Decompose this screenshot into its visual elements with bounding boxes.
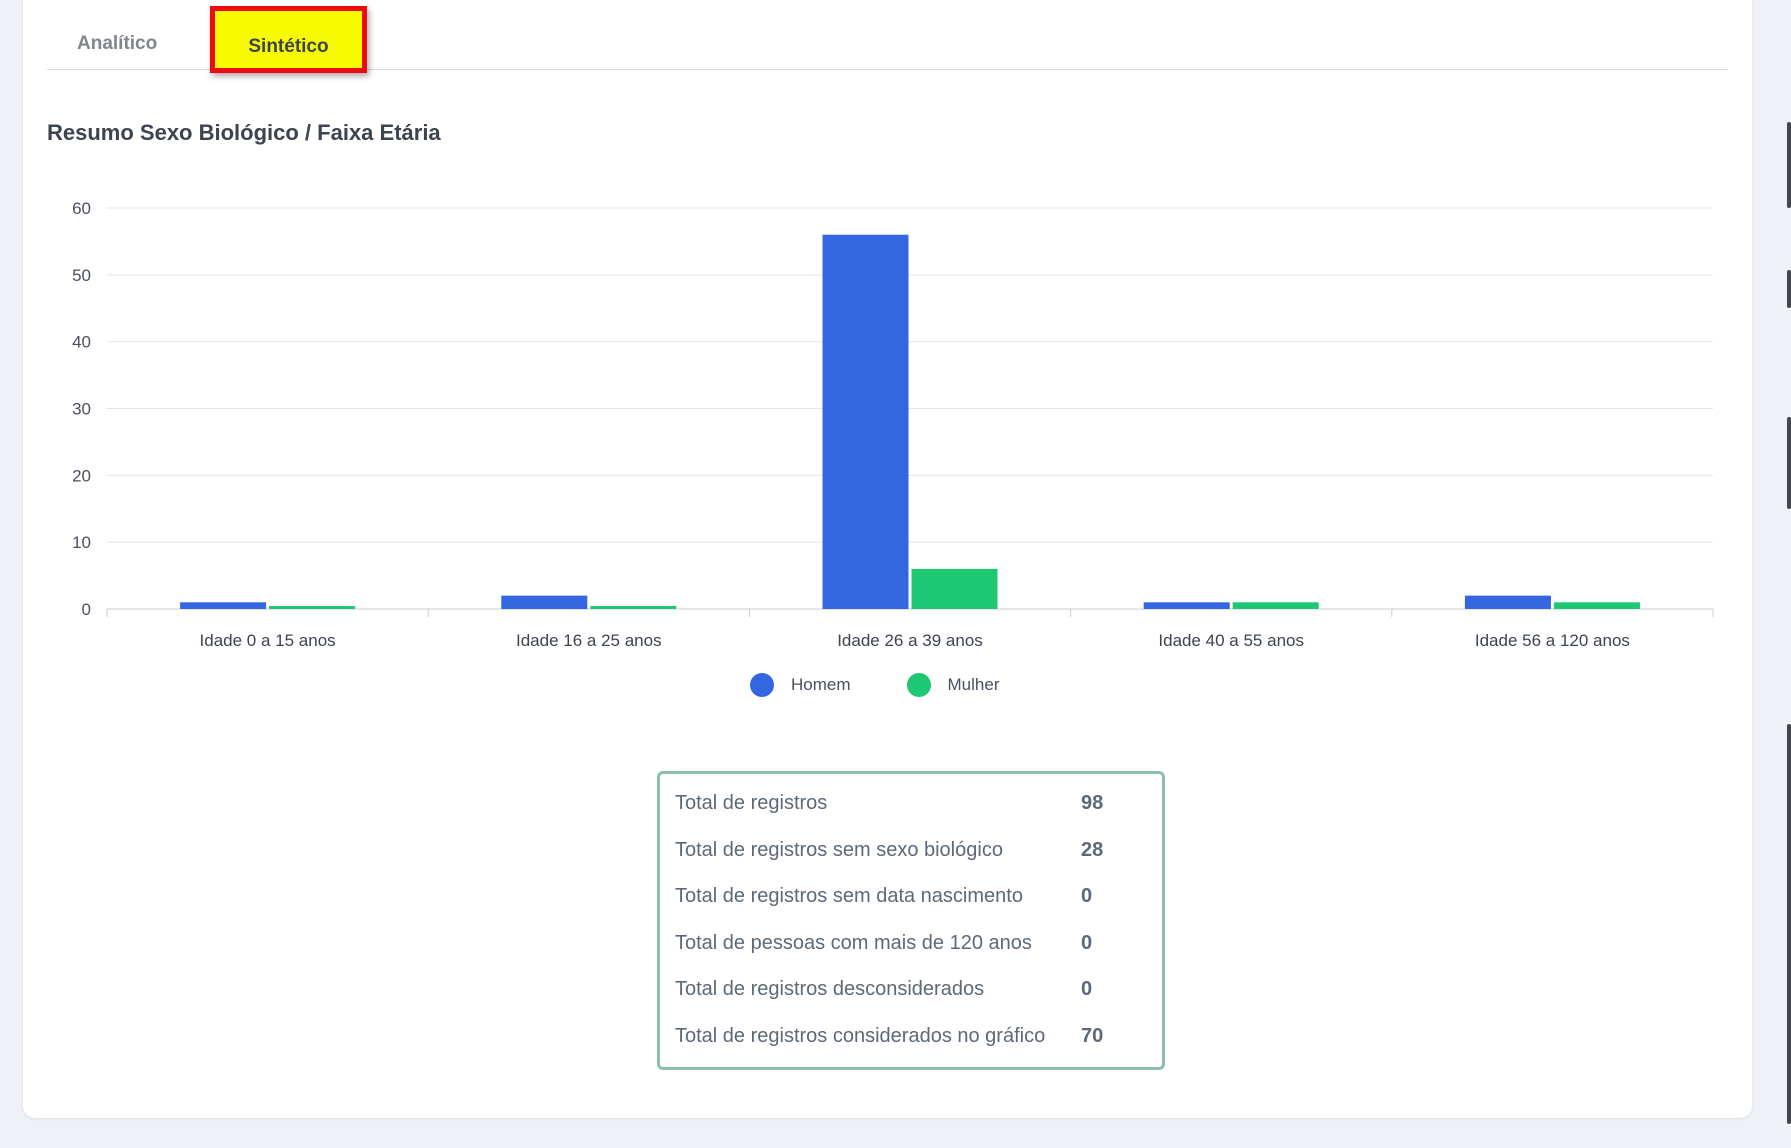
bar-homem (822, 234, 909, 609)
legend-label-mulher: Mulher (947, 675, 1000, 694)
summary-value: 98 (1081, 792, 1104, 814)
y-tick-label: 30 (72, 400, 91, 419)
tab-analitico[interactable]: Analítico (77, 33, 158, 54)
y-tick-label: 10 (72, 533, 91, 552)
summary-value: 70 (1081, 1025, 1104, 1047)
bar-homem (501, 595, 588, 609)
summary-label: Total de registros sem sexo biológico (675, 839, 1003, 861)
scrollbar-thumb[interactable] (1787, 270, 1791, 308)
y-tick-label: 20 (72, 466, 91, 485)
summary-row: Total de registros 98 (675, 788, 1103, 818)
bar-mulher (911, 568, 998, 609)
bar-mulher (590, 606, 677, 609)
summary-value: 0 (1081, 932, 1093, 954)
legend-item-mulher[interactable]: Mulher (906, 673, 1000, 697)
summary-label: Total de registros considerados no gráfi… (675, 1025, 1046, 1047)
x-tick-label: Idade 0 a 15 anos (200, 631, 336, 650)
bar-homem (1464, 595, 1551, 609)
scrollbar-thumb[interactable] (1787, 724, 1791, 1124)
summary-row: Total de registros desconsiderados 0 (675, 974, 1092, 1004)
report-card: Analítico Sintético Resumo Sexo Biológic… (23, 0, 1752, 1118)
summary-row: Total de pessoas com mais de 120 anos 0 (675, 928, 1092, 958)
legend-dot-mulher (906, 673, 931, 697)
summary-row: Total de registros sem sexo biológico 28 (675, 835, 1103, 865)
tab-sintetico[interactable]: Sintético (210, 6, 367, 73)
y-tick-label: 60 (72, 199, 91, 218)
summary-value: 28 (1081, 839, 1104, 861)
section-title: Resumo Sexo Biológico / Faixa Etária (47, 120, 441, 145)
summary-row: Total de registros considerados no gráfi… (675, 1021, 1103, 1051)
summary-label: Total de pessoas com mais de 120 anos (675, 932, 1032, 954)
x-tick-label: Idade 26 a 39 anos (837, 631, 983, 650)
tab-bar: Analítico Sintético (47, 0, 1728, 73)
x-tick-label: Idade 56 a 120 anos (1475, 631, 1630, 650)
y-tick-label: 40 (72, 333, 91, 352)
legend-item-homem[interactable]: Homem (750, 673, 851, 697)
y-tick-label: 50 (72, 266, 91, 285)
scrollbar-thumb[interactable] (1787, 122, 1791, 208)
summary-label: Total de registros desconsiderados (675, 978, 985, 1000)
summary-label: Total de registros sem data nascimento (675, 885, 1023, 907)
scrollbar-thumb[interactable] (1787, 417, 1791, 509)
y-tick-label: 0 (82, 600, 91, 619)
chart-legend: Homem Mulher (750, 670, 1055, 700)
bar-mulher (269, 606, 356, 609)
bar-mulher (1553, 602, 1640, 609)
summary-box: Total de registros 98 Total de registros … (657, 771, 1165, 1070)
bar-homem (1143, 602, 1230, 609)
bar-homem (180, 602, 267, 609)
x-tick-label: Idade 16 a 25 anos (516, 631, 662, 650)
bar-mulher (1232, 602, 1319, 609)
summary-value: 0 (1081, 885, 1093, 907)
summary-row: Total de registros sem data nascimento 0 (675, 881, 1092, 911)
legend-dot-homem (750, 673, 774, 697)
summary-value: 0 (1081, 978, 1093, 1000)
bar-chart: 0 10 20 30 40 50 60 Idade 0 a 15 anos Idade 16 a… (72, 199, 1714, 650)
x-tick-label: Idade 40 a 55 anos (1158, 631, 1304, 650)
legend-label-homem: Homem (791, 675, 851, 694)
summary-label: Total de registros (675, 792, 828, 814)
